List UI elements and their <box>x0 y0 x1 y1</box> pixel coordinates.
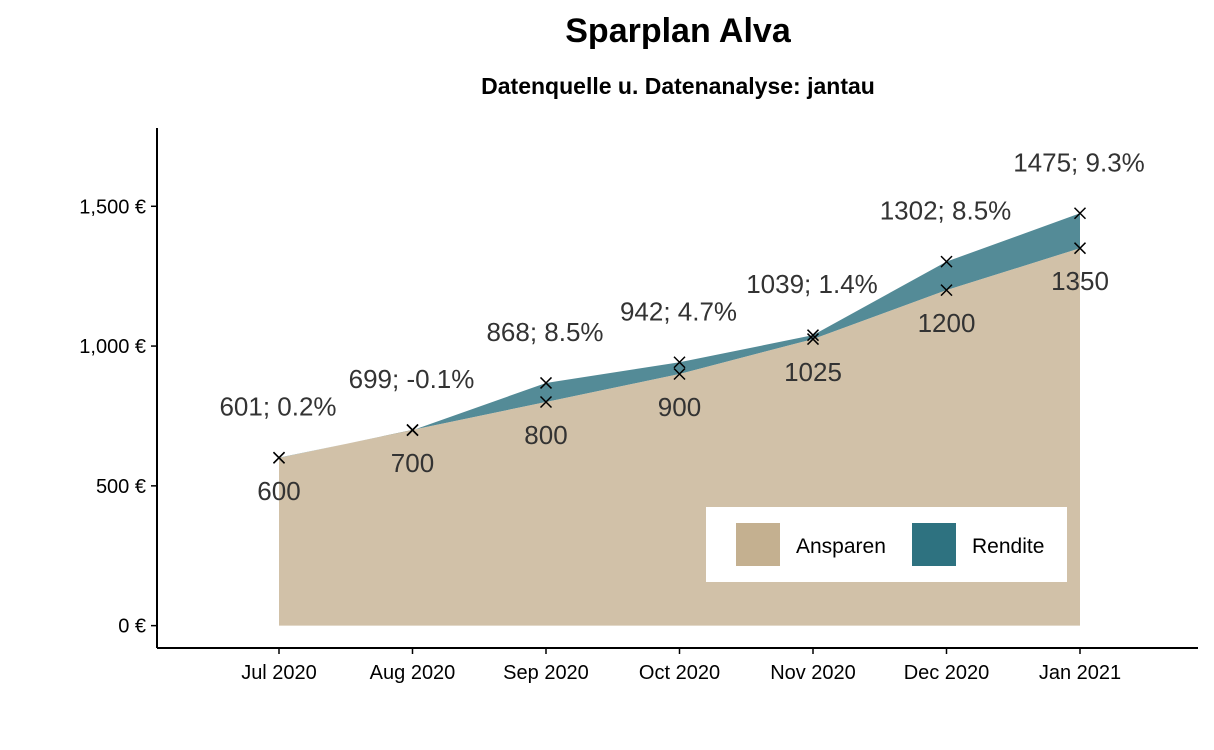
x-tick-label: Nov 2020 <box>770 662 856 684</box>
data-label-ansparen: 600 <box>257 476 300 506</box>
legend-swatch-rendite <box>912 523 956 566</box>
legend-label-ansparen: Ansparen <box>796 535 886 558</box>
point-ansparen <box>940 284 953 297</box>
plot-area: 0 € 500 € 1,000 € 1,500 € Jul 2020 Aug 2020 Se… <box>79 128 1198 684</box>
x-tick-label: Jul 2020 <box>241 662 317 684</box>
legend-swatch-ansparen <box>736 523 780 566</box>
data-label-rendite: 601; 0.2% <box>219 392 336 422</box>
x-tick-label: Sep 2020 <box>503 662 589 684</box>
data-label-ansparen: 1200 <box>918 308 976 338</box>
point-rendite <box>673 356 686 369</box>
point-rendite <box>1073 207 1087 220</box>
y-tick-label: 1,000 € <box>79 336 146 358</box>
legend-label-rendite: Rendite <box>972 535 1044 558</box>
point-rendite <box>539 376 553 389</box>
chart-subtitle: Datenquelle u. Datenanalyse: jantau <box>481 73 875 99</box>
x-tick-label: Aug 2020 <box>370 662 456 684</box>
legend: Ansparen Rendite <box>706 507 1067 582</box>
data-label-rendite: 1475; 9.3% <box>1013 147 1145 177</box>
point-rendite <box>406 424 419 437</box>
data-label-ansparen: 1350 <box>1051 266 1109 296</box>
x-tick-label: Oct 2020 <box>639 662 720 684</box>
data-label-ansparen: 900 <box>658 392 701 422</box>
point-rendite <box>940 255 953 268</box>
data-label-rendite: 942; 4.7% <box>620 296 737 326</box>
point-ansparen <box>806 333 820 346</box>
point-ansparen <box>539 395 553 409</box>
x-tick-label: Dec 2020 <box>904 662 990 684</box>
point-rendite <box>806 329 820 342</box>
data-label-rendite: 1302; 8.5% <box>880 196 1012 226</box>
x-tick-label: Jan 2021 <box>1039 662 1121 684</box>
data-label-rendite: 1039; 1.4% <box>746 269 878 299</box>
y-tick-label: 1,500 € <box>79 196 146 218</box>
point-rendite <box>272 451 286 464</box>
data-label-rendite: 868; 8.5% <box>486 317 603 347</box>
point-ansparen <box>673 367 686 381</box>
chart-title: Sparplan Alva <box>565 12 792 50</box>
data-label-ansparen: 800 <box>524 420 567 450</box>
point-ansparen <box>1073 242 1087 255</box>
y-tick-label: 0 € <box>118 616 146 638</box>
data-label-rendite: 699; -0.1% <box>349 364 475 394</box>
data-label-ansparen: 700 <box>391 448 434 478</box>
data-label-ansparen: 1025 <box>784 357 842 387</box>
y-tick-label: 500 € <box>96 476 146 498</box>
